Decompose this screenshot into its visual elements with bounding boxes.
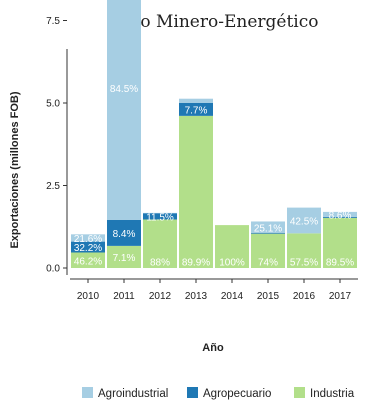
legend-label-agropecuario: Agropecuario	[203, 388, 271, 400]
x-tick-label-2016: 2016	[293, 291, 316, 302]
bar-label-industria-2012: 88%	[150, 257, 170, 268]
legend: Agroindustrial Agropecuario Industria	[82, 387, 355, 400]
bar-label-agropecuario-2012: 11.5%	[146, 212, 174, 223]
x-tick-label-2012: 2012	[149, 291, 172, 302]
bar-label-agropecuario-2011: 8.4%	[113, 229, 136, 240]
bar-agropecuario-2010	[71, 241, 105, 253]
bar-label-agroindustrial-2016: 42.5%	[290, 216, 318, 227]
bar-label-industria-2010: 46.2%	[74, 256, 102, 267]
bar-label-agropecuario-2013: 7.7%	[185, 105, 208, 116]
bar-agroindustrial-2016	[287, 207, 321, 234]
x-axis-label: Año	[202, 342, 224, 354]
bar-label-industria-2017: 89.5%	[326, 257, 354, 268]
x-tick-label-2017: 2017	[329, 291, 352, 302]
y-tick-label-0: 0.0	[46, 264, 60, 275]
x-tick-label-2015: 2015	[257, 291, 280, 302]
legend-swatch-agroindustrial	[82, 387, 93, 398]
bar-agropecuario-2013	[179, 103, 213, 116]
bar-label-industria-2016: 57.5%	[290, 257, 318, 268]
bar-agropecuario-2012	[143, 213, 177, 220]
x-ticks: 2010 2011 2012 2013 2014 2015 2016 2017	[77, 279, 352, 302]
y-axis-label: Exportaciones (millones FOB)	[9, 91, 21, 248]
bar-industria-2014	[215, 225, 249, 268]
bar-agropecuario-2015	[251, 233, 285, 234]
legend-swatch-agropecuario	[187, 387, 198, 398]
bars: 46.2% 32.2%21.6% 7.1% 8.4% 84.5% 88% 11.5% 89.9…	[71, 0, 357, 268]
x-tick-label-2010: 2010	[77, 291, 100, 302]
bar-label-industria-2014: 100%	[219, 257, 245, 268]
legend-label-industria: Industria	[310, 388, 355, 400]
y-tick-label-2: 5.0	[46, 99, 60, 110]
bar-label-agroindustrial-2015: 25.1%	[254, 223, 282, 234]
bar-agroindustrial-2010	[71, 234, 105, 242]
y-tick-label-1: 2.5	[46, 181, 60, 192]
y-tick-label-3: 7.5	[46, 16, 60, 27]
bar-industria-2015	[251, 233, 285, 268]
bar-label-industria-2011: 7.1%	[113, 253, 136, 264]
bar-industria-2016	[287, 233, 321, 268]
x-tick-label-2011: 2011	[113, 291, 135, 302]
bar-industria-2010	[71, 252, 105, 268]
bar-agropecuario-2011	[107, 219, 141, 246]
bar-industria-2017	[323, 217, 357, 268]
bar-label-agroindustrial-2011: 84.5%	[110, 84, 138, 95]
legend-swatch-industria	[294, 387, 305, 398]
bar-label-industria-2015: 74%	[258, 257, 278, 268]
bar-agroindustrial-2015	[251, 221, 285, 234]
y-ticks: 0.0 2.5 5.0 7.5	[46, 16, 67, 275]
x-tick-label-2014: 2014	[221, 291, 244, 302]
bar-label-agroindustrial-2010: 21.6%	[74, 234, 102, 245]
chart-title: No Minero-Energético	[126, 12, 319, 32]
bar-label-industria-2013: 89.9%	[182, 257, 210, 268]
y-axis-label-group: Exportaciones (millones FOB)	[9, 91, 21, 248]
legend-label-agroindustrial: Agroindustrial	[98, 388, 168, 400]
bar-agroindustrial-2013	[179, 98, 213, 103]
bar-label-agroindustrial-2017: 8.6%	[329, 210, 352, 221]
bar-agropecuario-2017	[323, 216, 357, 218]
x-tick-label-2013: 2013	[185, 291, 208, 302]
bar-label-agropecuario-2010: 32.2%	[74, 243, 102, 254]
bar-industria-2013	[179, 115, 213, 269]
bar-industria-2011	[107, 245, 141, 268]
bar-agroindustrial-2017	[323, 211, 357, 217]
bar-agroindustrial-2011	[107, 0, 141, 220]
bar-industria-2012	[143, 219, 177, 268]
